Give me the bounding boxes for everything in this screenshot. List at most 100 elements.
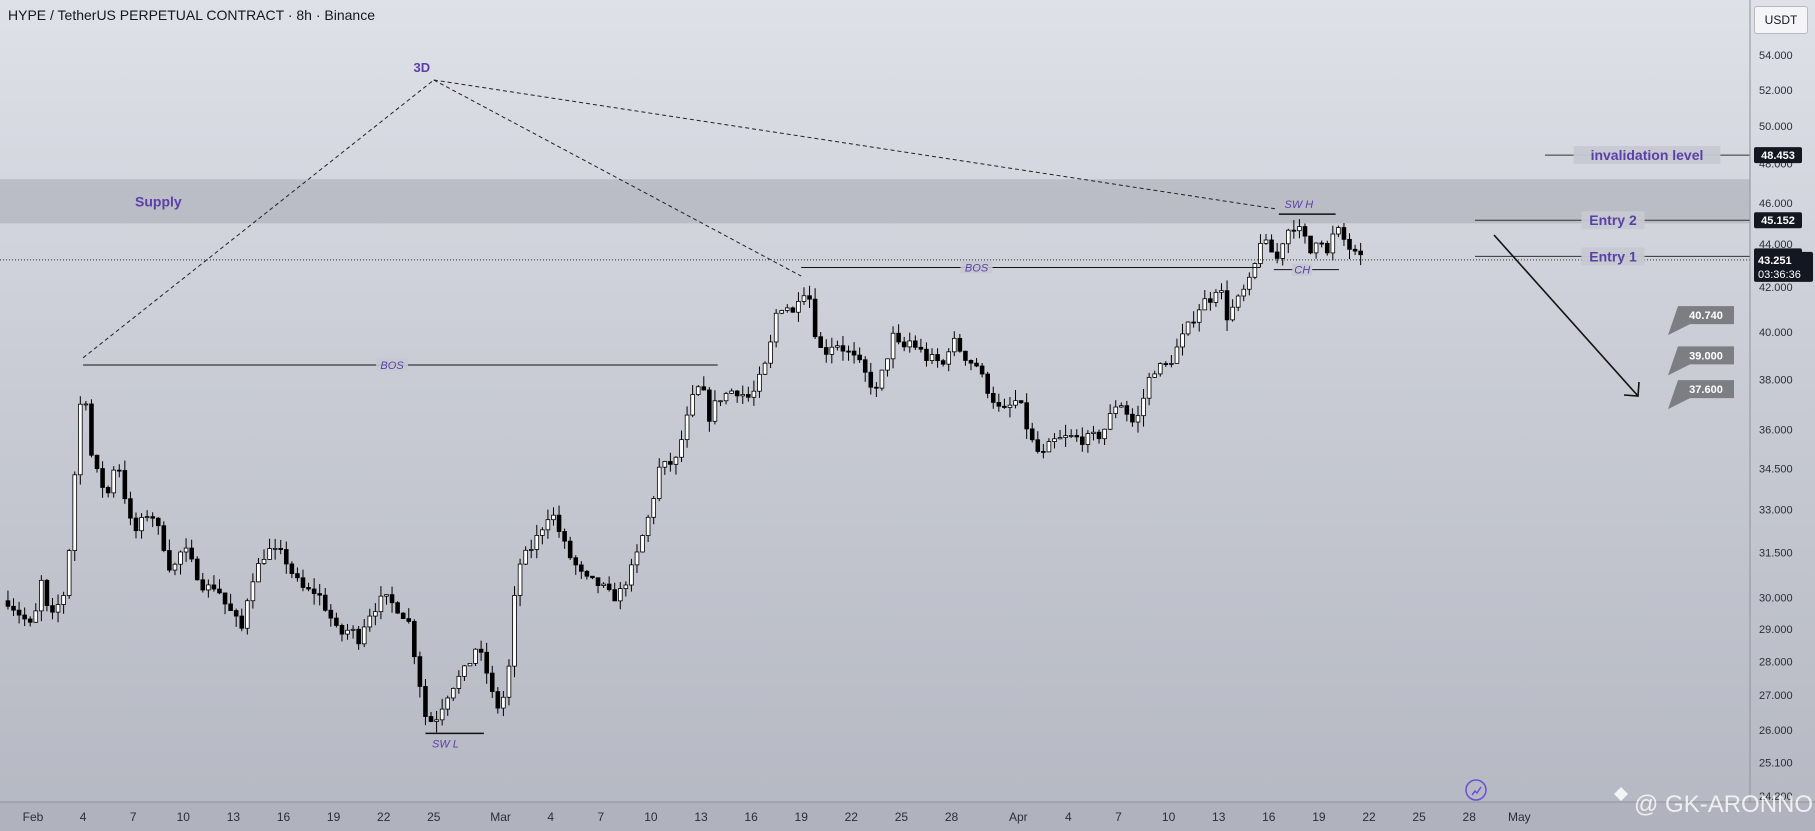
candle <box>1252 262 1258 280</box>
candle <box>39 575 44 622</box>
candle <box>345 624 350 640</box>
candle <box>556 505 562 538</box>
candle <box>913 335 918 351</box>
candle <box>751 380 757 406</box>
time-tick-label: 19 <box>1312 810 1326 824</box>
candle <box>306 582 311 592</box>
time-tick-label: 7 <box>130 810 137 824</box>
candle <box>339 623 345 642</box>
replay-icon[interactable] <box>1465 779 1487 801</box>
candle <box>445 695 451 716</box>
currency-selector[interactable]: USDT <box>1754 6 1808 34</box>
candle <box>295 567 300 582</box>
candle <box>378 586 384 620</box>
candle <box>1157 362 1163 377</box>
candle <box>361 618 367 648</box>
candle <box>1224 280 1230 331</box>
time-tick-label: 16 <box>277 810 291 824</box>
candle <box>384 594 389 605</box>
candle <box>651 496 656 525</box>
candle <box>1330 225 1336 261</box>
candle <box>1274 243 1280 264</box>
candle <box>534 524 540 559</box>
price-tick-label: 24.200 <box>1759 791 1793 803</box>
candle <box>1297 219 1302 239</box>
swing-low-label: SW L <box>432 738 459 750</box>
candle <box>517 558 523 607</box>
change-of-character-label: CH <box>1294 265 1310 277</box>
candle <box>935 348 940 368</box>
candle <box>139 513 144 539</box>
candle <box>707 387 712 432</box>
candle <box>1046 438 1052 453</box>
candle <box>161 521 167 553</box>
candle <box>829 337 835 364</box>
candle <box>929 348 935 365</box>
candle <box>990 386 996 409</box>
candle <box>217 579 222 595</box>
candle <box>974 358 979 368</box>
candle <box>272 538 278 560</box>
candle <box>100 461 105 498</box>
candle <box>818 331 823 348</box>
candle <box>946 348 951 372</box>
candle <box>428 711 434 723</box>
candle <box>968 359 974 371</box>
candle <box>1035 431 1041 454</box>
time-tick-label: 10 <box>1162 810 1176 824</box>
entry-1-label: Entry 1 <box>1589 248 1637 264</box>
candle <box>879 369 885 391</box>
candle <box>1119 402 1124 408</box>
candle <box>105 485 111 498</box>
time-tick-label: 19 <box>327 810 341 824</box>
candle <box>823 339 829 363</box>
candle <box>473 648 478 667</box>
candle <box>61 591 66 614</box>
candle <box>1002 398 1007 409</box>
price-badge-label: 48.453 <box>1761 150 1795 162</box>
candle <box>283 541 289 574</box>
candle <box>111 466 117 498</box>
candle <box>317 583 322 606</box>
candle <box>718 400 723 407</box>
candle <box>901 336 907 352</box>
candle <box>1024 393 1029 439</box>
candle <box>1241 284 1247 302</box>
candle <box>890 326 896 369</box>
candle <box>729 388 734 395</box>
candle <box>1336 225 1341 238</box>
candle <box>117 464 122 478</box>
candle <box>395 601 400 615</box>
candle <box>1085 430 1091 453</box>
time-tick-label: May <box>1508 810 1531 824</box>
candle <box>467 663 473 667</box>
candle <box>1152 370 1157 378</box>
candle <box>874 382 879 398</box>
time-tick-label: 16 <box>744 810 758 824</box>
candle <box>489 665 495 698</box>
price-tick-label: 34.500 <box>1759 464 1793 476</box>
projection-arrow <box>1493 234 1639 397</box>
candle <box>289 561 295 579</box>
candle <box>1102 428 1107 445</box>
price-tick-label: 33.000 <box>1759 505 1793 517</box>
candle <box>907 332 913 353</box>
candle <box>1196 304 1202 332</box>
candle <box>606 576 612 592</box>
time-tick-label: 7 <box>1115 810 1122 824</box>
binance-logo-icon <box>1614 787 1628 801</box>
candle <box>1258 234 1263 268</box>
candle <box>668 452 673 472</box>
candle <box>634 544 640 574</box>
price-tick-label: 42.000 <box>1759 282 1793 294</box>
candle <box>1291 220 1297 239</box>
candle <box>1068 429 1074 439</box>
candle <box>690 385 695 418</box>
candle <box>595 577 601 594</box>
target-badge-label: 40.740 <box>1689 310 1723 322</box>
price-tick-label: 52.000 <box>1759 85 1793 97</box>
candle <box>194 556 200 581</box>
candle <box>573 555 579 575</box>
candle <box>1230 299 1235 322</box>
candle <box>1191 311 1196 328</box>
